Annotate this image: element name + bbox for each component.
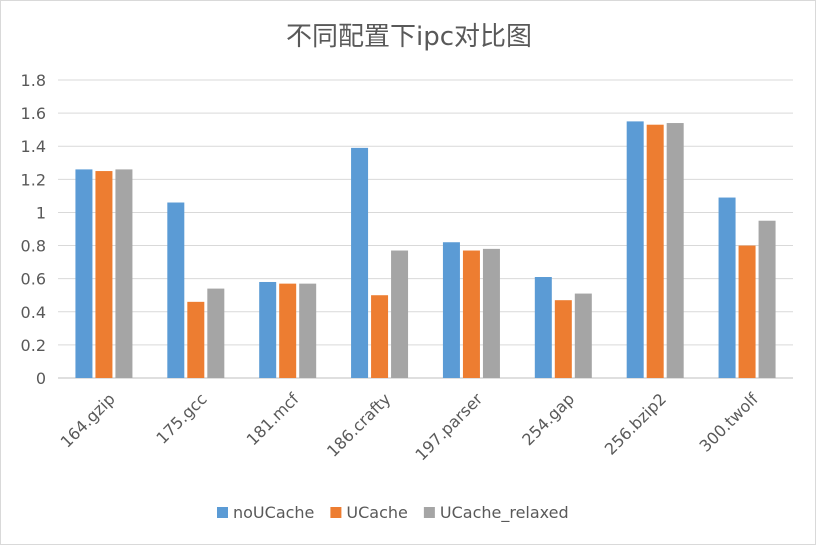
bar-noUCache-197.parser [442,242,460,378]
bar-UCache_relaxed-197.parser [482,248,500,378]
bar-UCache_relaxed-186.crafty [391,250,409,378]
bar-UCache_relaxed-175.gcc [207,288,225,378]
bar-UCache-164.gzip [95,171,113,378]
x-tick-label: 256.bzip2 [601,389,670,458]
bar-UCache-300.twolf [738,245,756,378]
legend-swatch-UCache [330,507,342,518]
y-tick-label: 0.4 [21,303,46,322]
bar-noUCache-181.mcf [259,281,277,378]
y-tick-label: 1.8 [21,71,46,90]
bar-noUCache-256.bzip2 [626,121,644,378]
bar-noUCache-254.gap [534,277,552,378]
x-tick-label: 300.twolf [696,389,763,456]
bar-UCache-254.gap [554,300,572,378]
y-tick-label: 1.6 [21,104,46,123]
y-tick-label: 0.2 [21,336,46,355]
legend-swatch-UCache_relaxed [423,507,435,518]
bar-UCache-256.bzip2 [646,124,664,378]
bar-UCache_relaxed-300.twolf [758,220,776,378]
y-tick-label: 1 [36,203,46,222]
x-tick-label: 164.gzip [57,389,119,451]
x-tick-label: 175.gcc [152,389,210,447]
x-axis-ticks: 164.gzip 175.gcc 181.mcf 186.crafty 197.pars… [57,389,762,464]
bar-UCache_relaxed-254.gap [574,293,592,378]
x-tick-label: 186.crafty [323,389,394,460]
bar-UCache-186.crafty [371,295,389,378]
x-tick-label: 197.parser [411,389,486,464]
y-tick-label: 0.8 [21,237,46,256]
legend-label: UCache_relaxed [440,503,569,523]
bar-noUCache-186.crafty [351,147,369,378]
bar-UCache_relaxed-164.gzip [115,169,133,378]
x-tick-label: 181.mcf [243,389,303,449]
x-tick-label: 254.gap [518,389,578,449]
bars [75,121,776,379]
y-tick-label: 0.6 [21,270,46,289]
bar-UCache-175.gcc [187,301,205,378]
bar-noUCache-175.gcc [167,202,185,378]
bar-noUCache-300.twolf [718,197,736,378]
chart-title: 不同配置下ipc对比图 [286,22,532,52]
bar-noUCache-164.gzip [75,169,93,378]
legend-label: noUCache [233,503,314,522]
y-axis-ticks: 0 0.2 0.4 0.6 0.8 1 1.2 1.4 1.6 1.8 [21,71,46,388]
bar-UCache-197.parser [462,250,480,378]
bar-UCache-181.mcf [279,283,297,378]
bar-UCache_relaxed-181.mcf [299,283,317,378]
y-tick-label: 1.2 [21,170,46,189]
legend-label: UCache [346,503,407,522]
legend: noUCache UCache UCache_relaxed [217,503,569,523]
bar-UCache_relaxed-256.bzip2 [666,123,684,379]
y-tick-label: 1.4 [21,137,46,156]
legend-swatch-noUCache [217,507,228,518]
y-tick-label: 0 [36,369,46,388]
